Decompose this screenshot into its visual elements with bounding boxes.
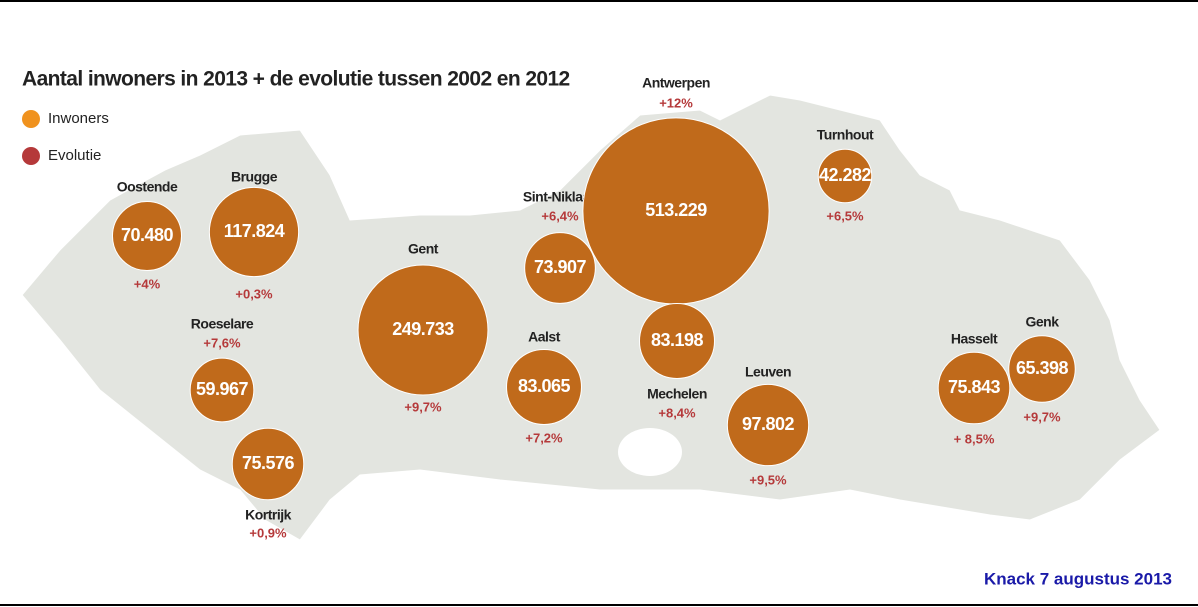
city-name: Aalst: [528, 329, 561, 345]
source: Knack 7 augustus 2013: [984, 569, 1172, 588]
population-label: 97.802: [742, 414, 795, 434]
population-bubble: [189, 357, 255, 423]
city-name: Turnhout: [817, 127, 874, 143]
population-bubble: [817, 148, 873, 204]
legend-label: Evolutie: [48, 147, 101, 164]
evolution-label: + 8,5%: [954, 431, 995, 446]
evolution-label: +4%: [134, 276, 161, 291]
population-label: 83.065: [518, 376, 571, 396]
evolution-label: +6,5%: [826, 208, 864, 223]
city-name: Brugge: [231, 169, 278, 185]
population-label: 117.824: [224, 221, 285, 241]
population-label: 65.398: [1016, 358, 1069, 378]
population-bubble: [1008, 335, 1076, 403]
evolution-label: +12%: [659, 95, 693, 110]
evolution-label: +6,4%: [541, 208, 579, 223]
legend-swatch: [22, 110, 40, 128]
evolution-label: +0,9%: [249, 525, 287, 540]
population-bubble: [726, 383, 810, 467]
population-label: 83.198: [651, 330, 704, 350]
evolution-label: +9,5%: [749, 472, 787, 487]
evolution-label: +9,7%: [1023, 409, 1061, 424]
population-bubble: [111, 200, 183, 272]
population-bubble: [357, 264, 489, 396]
population-label: 249.733: [392, 319, 454, 339]
city-name: Oostende: [117, 179, 178, 195]
population-label: 75.576: [242, 453, 295, 473]
brussels-gap: [618, 428, 682, 476]
city-name: Mechelen: [647, 386, 707, 402]
evolution-label: +9,7%: [404, 399, 442, 414]
population-label: 75.843: [948, 377, 1001, 397]
population-bubble: [231, 427, 305, 501]
population-label: 513.229: [645, 200, 707, 220]
legend-swatch: [22, 147, 40, 165]
city-name: Hasselt: [951, 331, 998, 347]
city-name: Antwerpen: [642, 75, 710, 91]
title: Aantal inwoners in 2013 + de evolutie tu…: [22, 68, 570, 91]
evolution-label: +7,2%: [525, 430, 563, 445]
city-name: Leuven: [745, 364, 791, 380]
city-name: Sint-Niklaas: [523, 189, 598, 205]
population-label: 59.967: [196, 379, 249, 399]
evolution-label: +7,6%: [203, 335, 241, 350]
city-name: Genk: [1025, 314, 1059, 330]
evolution-label: +8,4%: [658, 405, 696, 420]
flanders-region: [21, 94, 1161, 541]
population-bubble: [937, 351, 1011, 425]
population-label: 42.282: [819, 165, 872, 185]
city-name: Roeselare: [191, 316, 254, 332]
population-bubble: [524, 232, 596, 304]
population-bubble: [639, 303, 715, 379]
city-name: Gent: [408, 241, 439, 257]
population-bubble: [208, 186, 300, 278]
population-bubble: [506, 349, 582, 425]
population-label: 73.907: [534, 257, 587, 277]
legend-label: Inwoners: [48, 110, 109, 127]
city-name: Kortrijk: [245, 507, 292, 523]
evolution-label: +0,3%: [235, 286, 273, 301]
population-label: 70.480: [121, 225, 174, 245]
